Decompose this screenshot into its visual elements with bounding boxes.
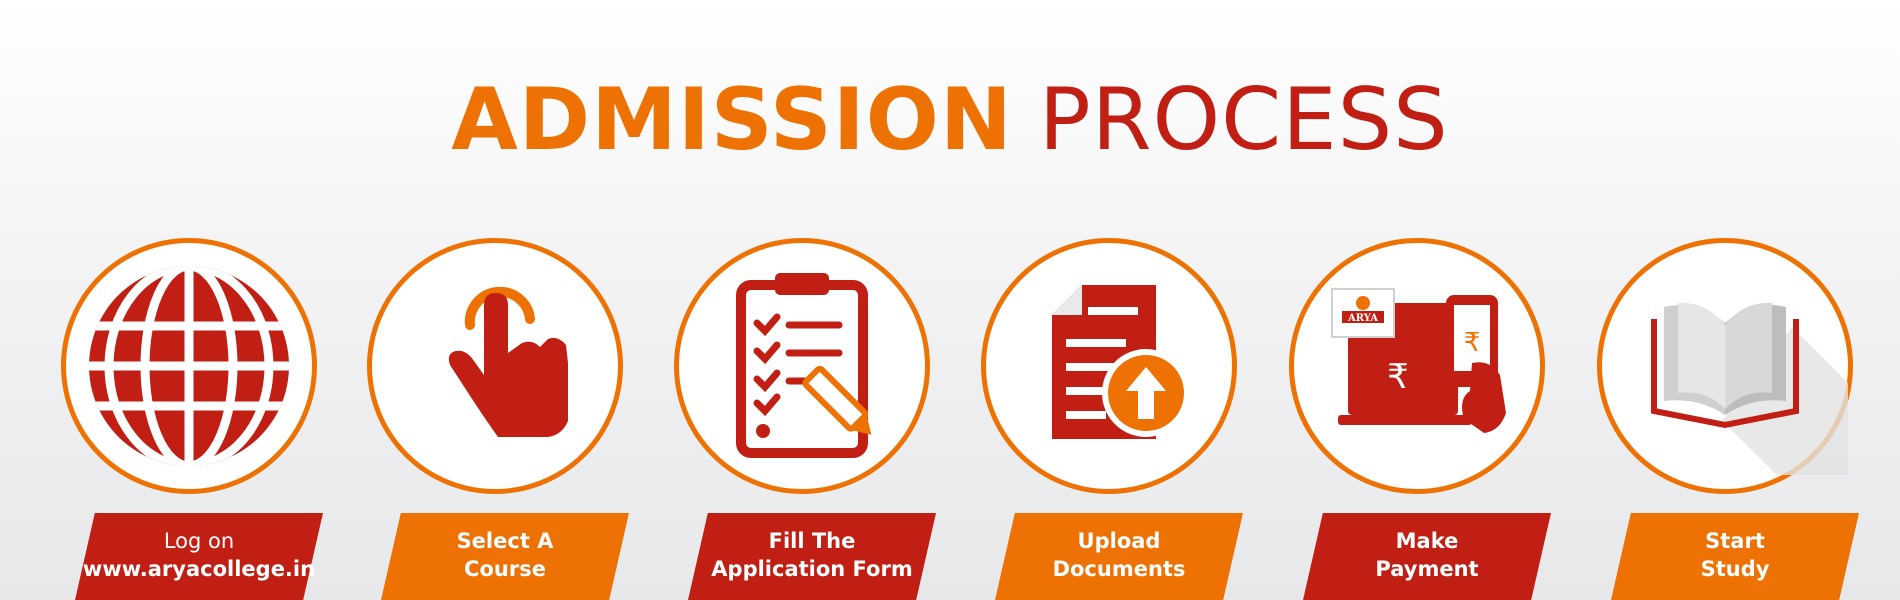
- step-6-line2: Study: [1700, 557, 1770, 581]
- clipboard-checklist-icon: [736, 273, 872, 458]
- step-3-tag[interactable]: Fill The Application Form: [688, 513, 936, 600]
- rupee-icon: ₹: [1464, 328, 1481, 358]
- page-title: ADMISSION PROCESS: [0, 70, 1900, 170]
- step-2-line1: Select A: [456, 529, 554, 553]
- title-process: PROCESS: [1038, 70, 1449, 170]
- online-payment-icon: ARYA ₹ ₹: [1331, 288, 1506, 433]
- rupee-icon: ₹: [1387, 357, 1409, 397]
- step-circle: [61, 238, 317, 494]
- step-2-tag[interactable]: Select A Course: [381, 513, 629, 600]
- step-1-tag[interactable]: Log on www.aryacollege.in: [75, 513, 323, 600]
- open-book-icon: [1651, 302, 1848, 475]
- step-upload-documents: Upload Documents: [975, 236, 1243, 600]
- step-circle: [367, 238, 623, 494]
- step-make-payment: ARYA ₹ ₹ Make Payment: [1283, 236, 1551, 600]
- step-1-line1: Log on: [163, 529, 235, 553]
- document-upload-icon: [1052, 285, 1190, 439]
- step-circle: ARYA ₹ ₹: [1289, 238, 1545, 494]
- step-4-line1: Upload: [1077, 529, 1161, 553]
- step-select-course: Select A Course: [361, 236, 629, 600]
- step-5-tag[interactable]: Make Payment: [1303, 513, 1551, 600]
- step-fill-form: Fill The Application Form: [668, 236, 936, 600]
- step-2-line2: Course: [464, 557, 546, 581]
- step-circle: [1597, 238, 1853, 494]
- step-5-line2: Payment: [1375, 557, 1479, 581]
- step-log-on: Log on www.aryacollege.in: [55, 236, 323, 600]
- step-4-line2: Documents: [1052, 557, 1186, 581]
- step-circle: [674, 238, 930, 494]
- globe-icon: [89, 266, 289, 466]
- step-6-line1: Start: [1705, 529, 1765, 553]
- title-admission: ADMISSION: [451, 70, 1013, 170]
- step-1-line2: www.aryacollege.in: [82, 557, 316, 581]
- step-3-line1: Fill The: [768, 529, 856, 553]
- step-circle: [981, 238, 1237, 494]
- step-6-tag[interactable]: Start Study: [1611, 513, 1859, 600]
- step-4-tag[interactable]: Upload Documents: [995, 513, 1243, 600]
- step-3-line2: Application Form: [711, 557, 913, 581]
- svg-text:ARYA: ARYA: [1347, 313, 1378, 324]
- tap-hand-icon: [448, 286, 568, 437]
- step-start-study: Start Study: [1591, 236, 1859, 600]
- step-5-line1: Make: [1395, 529, 1459, 553]
